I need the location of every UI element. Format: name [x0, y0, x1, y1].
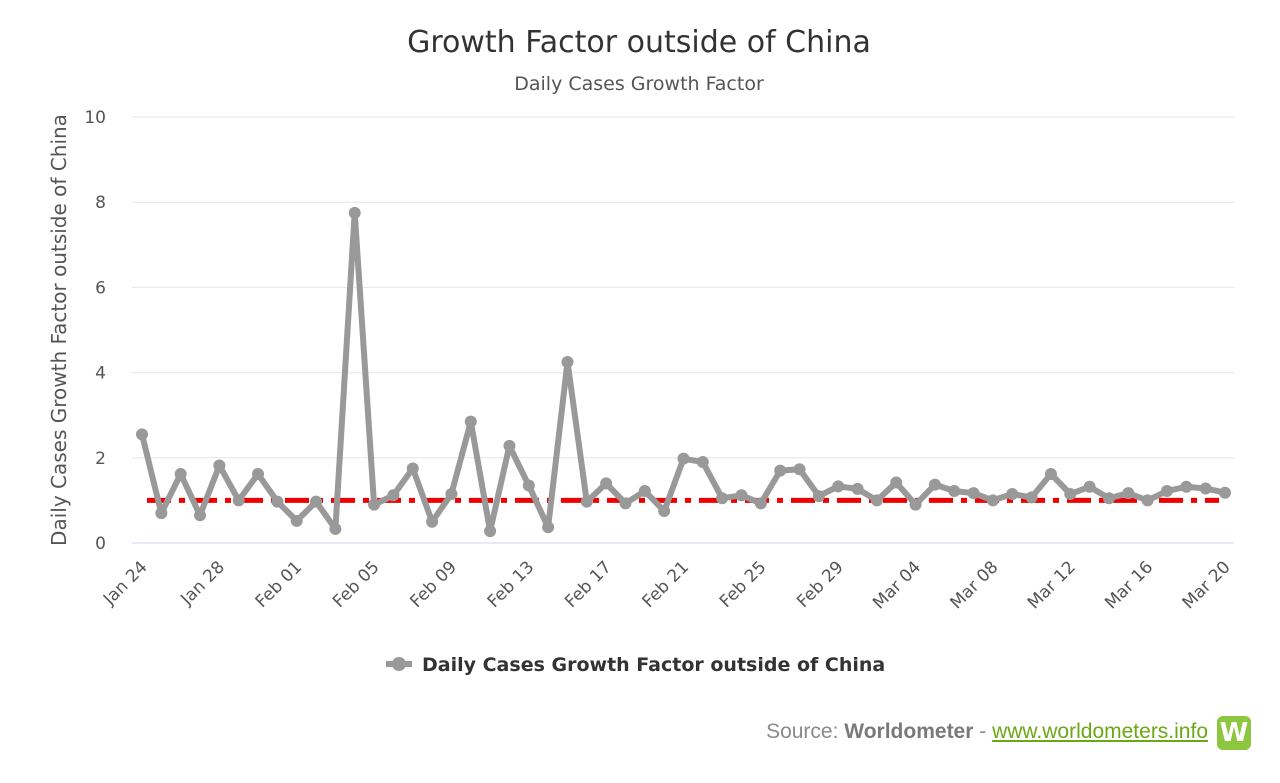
data-point[interactable]: [948, 485, 961, 498]
source-brand: Worldometer: [844, 720, 974, 743]
legend[interactable]: Daily Cases Growth Factor outside of Chi…: [386, 654, 885, 676]
data-point[interactable]: [600, 477, 613, 490]
x-tick-label: Mar 04: [869, 557, 925, 613]
chart-subtitle: Daily Cases Growth Factor: [514, 73, 764, 95]
source-prefix: Source:: [766, 720, 845, 743]
data-point[interactable]: [696, 456, 709, 469]
data-point[interactable]: [1122, 487, 1135, 500]
x-tick-label: Mar 08: [947, 557, 1003, 613]
data-point[interactable]: [1064, 488, 1077, 501]
data-point[interactable]: [194, 509, 207, 522]
data-point[interactable]: [310, 495, 323, 508]
worldometer-logo-icon: W: [1217, 716, 1251, 750]
data-point[interactable]: [1102, 492, 1115, 505]
x-tick-label: Feb 25: [716, 557, 771, 612]
chart-title: Growth Factor outside of China: [407, 25, 871, 60]
y-tick-label: 4: [95, 364, 106, 384]
data-point[interactable]: [387, 489, 400, 502]
source-link[interactable]: www.worldometers.info: [992, 720, 1208, 743]
data-point[interactable]: [1219, 486, 1231, 499]
data-point[interactable]: [174, 467, 187, 480]
data-point[interactable]: [368, 498, 381, 511]
data-point[interactable]: [1160, 485, 1173, 498]
data-point[interactable]: [832, 480, 845, 493]
data-point[interactable]: [484, 525, 497, 538]
x-tick-label: Jan 24: [99, 557, 152, 610]
x-tick-label: Feb 17: [561, 557, 616, 612]
x-tick-label: Feb 21: [638, 557, 693, 612]
series-line: [139, 209, 1228, 535]
data-point[interactable]: [735, 489, 748, 502]
data-point[interactable]: [580, 495, 593, 508]
data-point[interactable]: [503, 439, 516, 452]
data-point[interactable]: [986, 494, 999, 507]
x-tick-label: Mar 20: [1179, 557, 1235, 613]
source-credit: Source: Worldometer - www.worldometers.i…: [766, 720, 1208, 744]
source-separator: -: [973, 720, 993, 743]
data-point[interactable]: [754, 497, 767, 510]
data-point[interactable]: [445, 488, 458, 501]
data-point[interactable]: [870, 494, 883, 507]
data-point[interactable]: [406, 462, 419, 475]
x-axis-ticks: Jan 24 Jan 28 Feb 01 Feb 05 Feb 09 Feb 13 Feb …: [99, 557, 1235, 613]
legend-label: Daily Cases Growth Factor outside of Chi…: [422, 654, 885, 676]
data-point[interactable]: [561, 355, 574, 368]
x-tick-label: Jan 28: [176, 557, 229, 610]
data-point[interactable]: [252, 467, 265, 480]
data-point[interactable]: [1025, 491, 1038, 504]
data-point[interactable]: [1083, 480, 1096, 493]
legend-marker-symbol: [392, 657, 406, 671]
data-point[interactable]: [155, 507, 168, 520]
data-point[interactable]: [1180, 480, 1193, 493]
data-point[interactable]: [1199, 482, 1212, 495]
data-point[interactable]: [851, 482, 864, 495]
series-layer: [136, 206, 1231, 538]
data-point[interactable]: [522, 479, 535, 492]
y-tick-label: 2: [95, 449, 106, 469]
y-axis-ticks: 0 2 4 6 8 10: [84, 108, 106, 554]
data-point[interactable]: [928, 478, 941, 491]
data-point[interactable]: [542, 521, 555, 534]
data-point[interactable]: [464, 415, 477, 428]
y-tick-label: 8: [95, 193, 106, 213]
data-point[interactable]: [213, 459, 226, 472]
data-point[interactable]: [232, 494, 245, 507]
x-tick-label: Mar 12: [1024, 557, 1080, 613]
data-point[interactable]: [426, 515, 439, 528]
data-point[interactable]: [793, 463, 806, 476]
data-point[interactable]: [774, 464, 787, 477]
x-tick-label: Feb 05: [329, 557, 384, 612]
x-tick-label: Feb 29: [793, 557, 848, 612]
x-tick-label: Mar 16: [1101, 557, 1157, 613]
data-point[interactable]: [967, 487, 980, 500]
data-point[interactable]: [638, 485, 651, 498]
y-axis-title: Daily Cases Growth Factor outside of Chi…: [47, 114, 71, 546]
data-point[interactable]: [348, 206, 361, 219]
data-point[interactable]: [290, 514, 303, 527]
x-tick-label: Feb 13: [484, 557, 539, 612]
data-point[interactable]: [619, 497, 632, 510]
data-point[interactable]: [1044, 467, 1057, 480]
y-tick-label: 6: [95, 278, 106, 298]
data-point[interactable]: [716, 492, 729, 505]
data-point[interactable]: [909, 498, 922, 511]
x-tick-label: Feb 01: [252, 557, 307, 612]
data-point[interactable]: [677, 452, 690, 465]
data-point[interactable]: [1006, 488, 1019, 501]
data-point[interactable]: [812, 490, 825, 503]
grid-lines: [132, 116, 1234, 459]
data-point[interactable]: [890, 476, 903, 489]
data-point[interactable]: [329, 522, 342, 535]
data-point[interactable]: [658, 505, 671, 518]
x-tick-label: Feb 09: [406, 557, 461, 612]
data-point[interactable]: [271, 495, 284, 508]
data-point[interactable]: [1141, 494, 1154, 507]
data-point[interactable]: [136, 428, 148, 441]
y-tick-label: 0: [95, 534, 106, 554]
y-tick-label: 10: [84, 108, 106, 128]
